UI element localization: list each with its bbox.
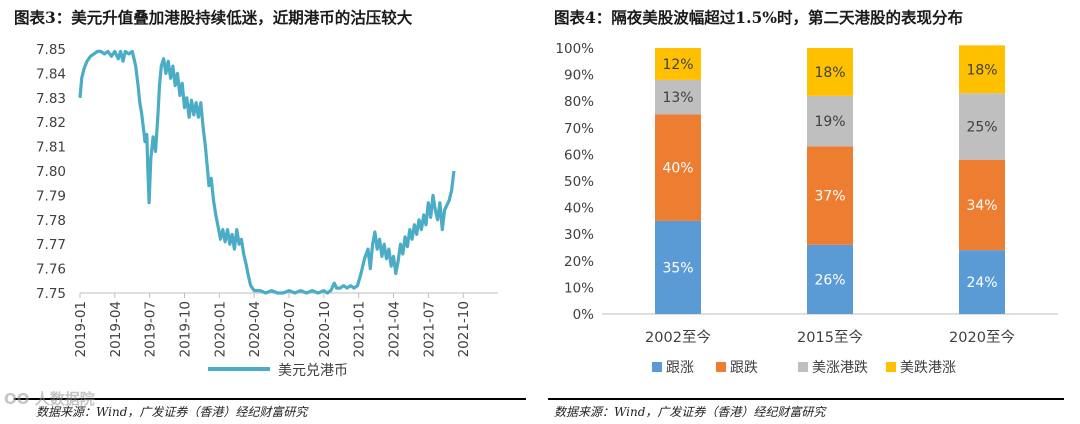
y-tick-label: 70%: [564, 121, 594, 137]
left-bottom-rule: [14, 398, 526, 400]
bar-data-label: 19%: [814, 114, 845, 130]
right-chart-title: 图表4：隔夜美股波幅超过1.5%时，第二天港股的表现分布: [554, 8, 963, 27]
usd-hkd-series-line: [78, 49, 456, 295]
bar-data-label: 35%: [662, 260, 693, 276]
legend-swatch: [652, 362, 662, 372]
x-tick-label: 2020-04: [247, 301, 263, 357]
bar-data-label: 25%: [966, 119, 997, 135]
legend-label: 跟涨: [666, 360, 694, 376]
bar-segment: [959, 45, 1005, 94]
x-tick-label: 2019-10: [178, 301, 194, 357]
bar-data-label: 34%: [966, 198, 997, 214]
legend-label: 跟跌: [730, 360, 758, 376]
y-tick-label: 40%: [564, 201, 594, 217]
x-tick-label: 2020-07: [282, 301, 298, 357]
y-tick-label: 7.76: [36, 262, 66, 278]
y-tick-label: 10%: [564, 280, 594, 296]
legend-swatch: [716, 362, 726, 372]
y-tick-label: 7.77: [36, 237, 66, 253]
legend-label: 美涨港跌: [812, 360, 868, 376]
y-tick-label: 80%: [564, 94, 594, 110]
bar-segment: [807, 146, 853, 245]
legend-label: 美跌港涨: [900, 360, 956, 376]
x-axis-ticks: 2019-01 2019-04 2019-07 2019-10 2020-01 2020-…: [73, 293, 472, 357]
y-axis-ticks: 0% 10% 20% 30% 40% 50% 60% 70% 80% 90% 100%: [555, 41, 594, 323]
y-tick-label: 90%: [564, 68, 594, 84]
y-axis-ticks: 7.85 7.84 7.83 7.82 7.81 7.80 7.79 7.78 7.77 7.76…: [36, 42, 66, 302]
y-tick-label: 7.84: [36, 66, 66, 82]
x-tick-label: 2020-01: [212, 301, 228, 357]
bar-stacks: 35% 40% 13% 12% 26% 37% 19% 18% 24% 34% 25% 18%: [655, 45, 1005, 314]
y-tick-label: 7.83: [36, 91, 66, 107]
bar-data-label: 37%: [814, 189, 845, 205]
stacked-bar-chart: 0% 10% 20% 30% 40% 50% 60% 70% 80% 90% 100% 35% 40%…: [555, 41, 1058, 376]
bar-data-label: 18%: [966, 62, 997, 78]
y-tick-label: 20%: [564, 254, 594, 270]
legend-swatch: [798, 362, 808, 372]
x-tick-label: 2020-10: [317, 301, 333, 357]
bar-segment: [655, 48, 701, 80]
legend-swatch: [886, 362, 896, 372]
x-tick-label: 2021-07: [421, 301, 437, 357]
y-tick-label: 7.78: [36, 213, 66, 229]
bar-segment: [959, 159, 1005, 251]
bar-data-label: 24%: [966, 275, 997, 291]
y-tick-label: 60%: [564, 147, 594, 163]
category-labels: 2002至今 2015至今 2020至今: [645, 329, 1015, 346]
x-tick-label: 2021-04: [387, 301, 403, 357]
y-tick-label: 7.75: [36, 286, 66, 302]
bar-legend: 跟涨 跟跌 美涨港跌 美跌港涨: [652, 360, 956, 376]
y-tick-label: 0%: [573, 307, 595, 323]
left-chart-title: 图表3：美元升值叠加港股持续低迷，近期港币的沽压较大: [14, 8, 413, 27]
y-tick-label: 50%: [564, 174, 594, 190]
bar-segment: [807, 244, 853, 314]
category-label: 2020至今: [949, 329, 1015, 346]
watermark-logo: OO 人数据院: [4, 390, 95, 408]
bar-data-label: 12%: [662, 57, 693, 73]
usd-hkd-line-chart: 7.85 7.84 7.83 7.82 7.81 7.80 7.79 7.78 7.77 7.76…: [36, 42, 498, 379]
bar-segment: [959, 250, 1005, 314]
x-tick-label: 2019-07: [143, 301, 159, 357]
right-source-note: 数据来源：Wind，广发证券（香港）经纪财富研究: [554, 405, 826, 419]
y-tick-label: 100%: [555, 41, 594, 57]
category-label: 2015至今: [797, 329, 863, 346]
bar-data-label: 26%: [814, 272, 845, 288]
bar-data-label: 18%: [814, 65, 845, 81]
y-tick-label: 7.80: [36, 164, 66, 180]
line-legend: 美元兑港币: [208, 363, 348, 379]
y-tick-label: 7.85: [36, 42, 66, 58]
bar-segment: [807, 95, 853, 147]
category-label: 2002至今: [645, 329, 711, 346]
y-tick-label: 7.81: [36, 140, 66, 156]
bar-segment: [655, 114, 701, 221]
bar-segment: [959, 93, 1005, 160]
bar-segment: [655, 220, 701, 314]
left-source-note: 数据来源：Wind，广发证券（香港）经纪财富研究: [36, 405, 308, 419]
bar-segment: [655, 79, 701, 115]
bar-segment: [807, 48, 853, 96]
right-bottom-rule: [548, 398, 1064, 400]
bar-data-label: 40%: [662, 161, 693, 177]
y-tick-label: 7.82: [36, 115, 66, 131]
y-tick-label: 30%: [564, 227, 594, 243]
x-tick-label: 2021-10: [456, 301, 472, 357]
legend-label-usd-hkd: 美元兑港币: [278, 363, 348, 379]
bar-data-label: 13%: [662, 90, 693, 106]
y-tick-label: 7.79: [36, 188, 66, 204]
x-tick-label: 2021-01: [352, 301, 368, 357]
x-tick-label: 2019-01: [73, 301, 89, 357]
x-tick-label: 2019-04: [108, 301, 124, 357]
